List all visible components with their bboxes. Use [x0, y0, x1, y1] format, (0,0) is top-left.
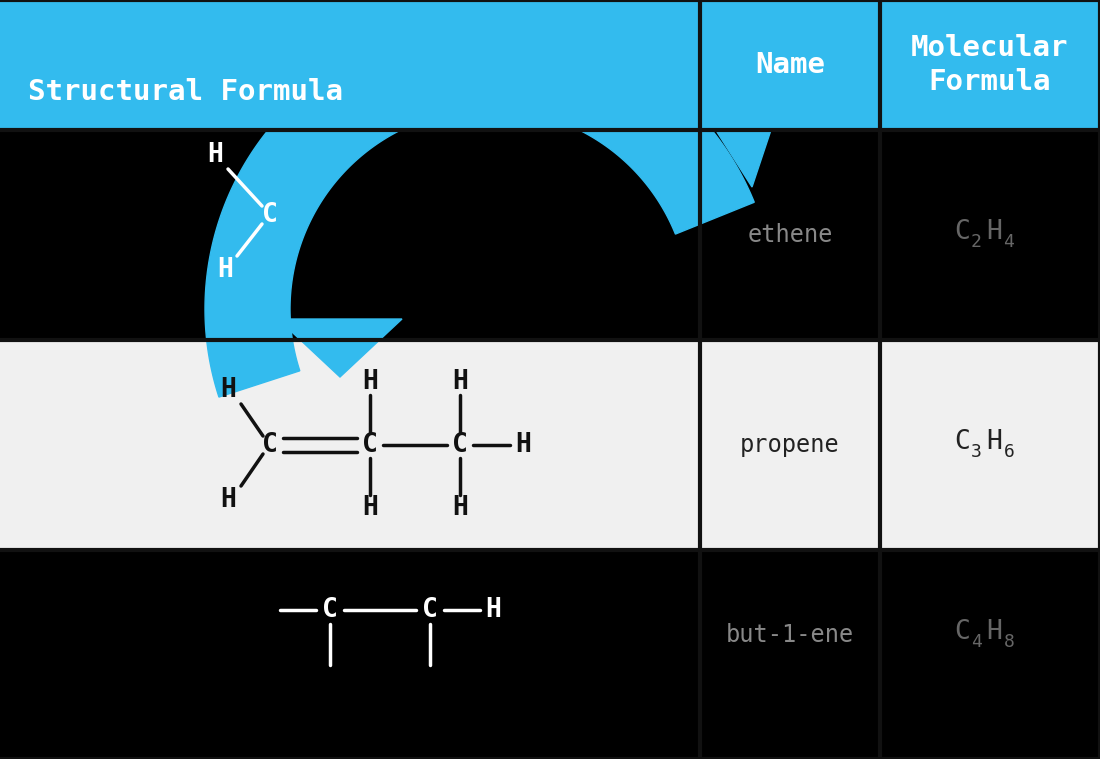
- Polygon shape: [717, 127, 772, 187]
- Text: H: H: [220, 377, 235, 403]
- Text: Structural Formula: Structural Formula: [28, 78, 343, 106]
- Bar: [0, 130, 1100, 340]
- Text: C: C: [322, 597, 338, 623]
- Text: 4: 4: [1003, 233, 1014, 251]
- Text: Name: Name: [755, 51, 825, 79]
- Text: C: C: [954, 219, 970, 245]
- Text: H: H: [986, 219, 1002, 245]
- Text: H: H: [485, 597, 501, 623]
- Bar: [0, 340, 1100, 550]
- Bar: [0, 0, 1100, 130]
- Text: C: C: [452, 432, 468, 458]
- Text: ethene: ethene: [747, 223, 833, 247]
- Text: C: C: [954, 619, 970, 645]
- Text: H: H: [220, 487, 235, 513]
- Text: H: H: [452, 369, 468, 395]
- Text: 2: 2: [970, 233, 981, 251]
- Text: propene: propene: [740, 433, 840, 457]
- Text: H: H: [986, 619, 1002, 645]
- Text: C: C: [954, 429, 970, 455]
- Bar: [0, 550, 1100, 759]
- Text: C: C: [262, 432, 278, 458]
- Text: C: C: [262, 202, 278, 228]
- Text: C: C: [362, 432, 378, 458]
- Text: H: H: [986, 429, 1002, 455]
- Text: 4: 4: [970, 633, 981, 651]
- Text: 8: 8: [1003, 633, 1014, 651]
- Text: C: C: [422, 597, 438, 623]
- Text: H: H: [207, 142, 223, 168]
- Text: H: H: [362, 369, 378, 395]
- Text: 3: 3: [970, 443, 981, 461]
- Text: H: H: [362, 495, 378, 521]
- Text: 6: 6: [1003, 443, 1014, 461]
- Text: H: H: [217, 257, 233, 283]
- Polygon shape: [278, 319, 402, 377]
- Text: Molecular
Formula: Molecular Formula: [911, 33, 1069, 96]
- Polygon shape: [205, 24, 755, 397]
- Text: but-1-ene: but-1-ene: [726, 623, 854, 647]
- Text: H: H: [515, 432, 531, 458]
- Text: H: H: [452, 495, 468, 521]
